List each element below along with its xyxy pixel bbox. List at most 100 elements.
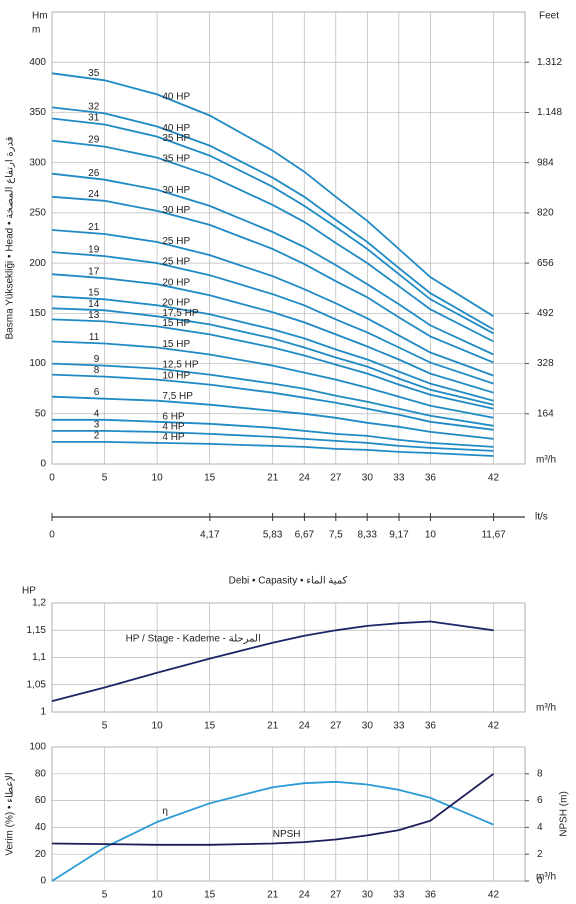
x-tick-label: 42 [488,721,500,732]
plot-frame [51,746,526,882]
curve [51,106,494,331]
curve [51,195,494,364]
x-tick-label: 15 [204,473,216,484]
power-label: 40 HP [162,123,190,134]
curve [51,273,494,394]
curve [51,172,494,356]
power-label: 4 HP [162,421,185,432]
x-tick-label: 5 [102,890,108,901]
y-unit: Hm [32,11,48,22]
y-tick-label: 50 [35,408,47,419]
curve [51,295,494,402]
x-tick-label: 6,67 [295,530,315,541]
power-label: 25 HP [162,236,190,247]
x-tick-label: 15 [204,721,216,732]
y-tick-label: 0 [40,459,46,470]
x-tick-label: 36 [425,721,437,732]
y-tick-label: 150 [29,308,46,319]
power-label: 12,5 HP [162,360,198,371]
x-tick-label: 15 [204,890,216,901]
curve [51,72,494,318]
x-tick-label: 24 [299,890,311,901]
power-label: 30 HP [162,185,190,196]
annotation: HP / Stage - Kademe - المرحلة [126,634,261,645]
curve [51,340,494,419]
stage-label: 19 [88,244,100,255]
chart-title: Debi • Capasity • كمية الماء [229,576,348,587]
stage-label: 2 [94,431,100,442]
x-tick-label: 36 [425,473,437,484]
power-label: 35 HP [162,154,190,165]
stage-label: 31 [88,113,100,124]
y2-tick-label: 0 [537,876,543,887]
power-label: 10 HP [162,370,190,381]
x-tick-label: 10 [425,530,437,541]
y-tick-label: 300 [29,157,46,168]
y2-unit: Feet [539,11,559,22]
y2-tick-label: 8 [537,768,543,779]
y2-tick-label: 656 [537,258,554,269]
power-label: 20 HP [162,298,190,309]
power-label: 6 HP [162,411,185,422]
y-tick-label: 400 [29,57,46,68]
y-tick-label: 1,1 [32,652,46,663]
y2-tick-label: 6 [537,795,543,806]
stage-label: 4 [94,408,100,419]
x-tick-label: 7,5 [329,530,343,541]
x-tick-label: 11,67 [481,530,506,541]
y-unit: m [32,25,40,36]
power-label: 4 HP [162,432,185,443]
curve [52,430,494,452]
curve [51,773,495,846]
x-tick-label: 8,33 [357,530,377,541]
stage-label: 15 [88,288,100,299]
stage-label: 11 [89,332,100,343]
stage-label: 13 [88,310,100,321]
power-label: 35 HP [162,133,190,144]
curve [51,373,494,431]
curve [52,418,494,448]
y-tick-label: 40 [35,822,47,833]
x-tick-label: 36 [425,890,437,901]
y2-tick-label: 4 [537,822,543,833]
y2-tick-label: 820 [537,208,554,219]
y-tick-label: 1,05 [27,679,47,690]
stage-label: 3 [94,419,100,430]
stage-label: 9 [94,354,100,365]
curve [51,395,494,440]
x-tick-label: 10 [152,890,164,901]
y-tick-label: 100 [29,358,46,369]
x-tick-label: 24 [299,721,311,732]
power-label: 7,5 HP [162,391,193,402]
y2-label: NPSH (m) [559,791,570,837]
y-label: HP [22,586,36,597]
power-label: 30 HP [162,205,190,216]
curve [52,441,494,457]
curve [51,307,494,406]
y-tick-label: 350 [29,107,46,118]
series-label: η [162,806,168,817]
x-tick-label: 0 [49,473,55,484]
x-tick-label: 10 [152,721,164,732]
x-tick-label: 30 [362,721,374,732]
y2-tick-label: 1.148 [537,107,562,118]
curve [51,251,494,385]
power-label: 20 HP [162,277,190,288]
x-tick-label: 27 [330,890,342,901]
x-tick-label: 10 [152,473,164,484]
y-tick-label: 80 [35,768,47,779]
x-unit: lt/s [535,512,548,523]
x-unit: m³/h [536,872,556,883]
x-tick-label: 30 [362,473,374,484]
y-label: Basma Yüksekliği • Head • قدرة ارتفاع ال… [5,136,16,339]
x-tick-label: 9,17 [389,530,409,541]
x-tick-label: 21 [267,890,279,901]
x-tick-label: 27 [330,721,342,732]
stage-label: 6 [94,387,100,398]
stage-label: 29 [88,135,100,146]
power-label: 40 HP [162,91,190,102]
curve [51,318,494,410]
stage-label: 14 [88,299,100,310]
power-label: 17,5 HP [162,308,198,319]
curve [51,117,494,335]
